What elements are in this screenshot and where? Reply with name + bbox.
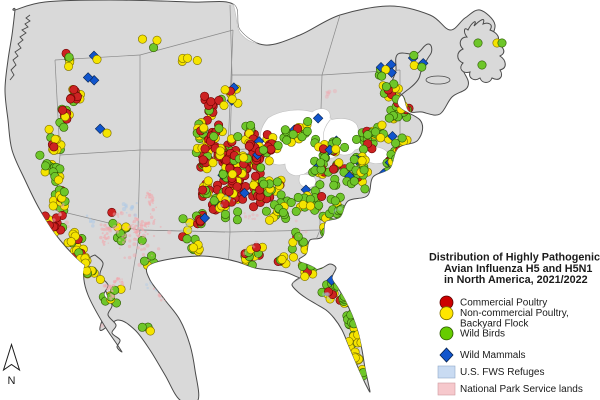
svg-text:Wild Birds: Wild Birds — [460, 328, 505, 339]
svg-text:National Park Service lands: National Park Service lands — [460, 384, 583, 395]
svg-text:Avian Influenza H5 and H5N1: Avian Influenza H5 and H5N1 — [444, 263, 592, 275]
svg-text:in North America, 2021/2022: in North America, 2021/2022 — [444, 274, 588, 286]
svg-text:Wild Mammals: Wild Mammals — [460, 350, 526, 361]
svg-text:Commercial Poultry: Commercial Poultry — [460, 298, 547, 309]
svg-text:U.S. FWS Refuges: U.S. FWS Refuges — [460, 367, 544, 378]
svg-text:Distribution of Highly Pathoge: Distribution of Highly Pathogenic — [429, 252, 600, 264]
svg-text:N: N — [8, 375, 16, 387]
